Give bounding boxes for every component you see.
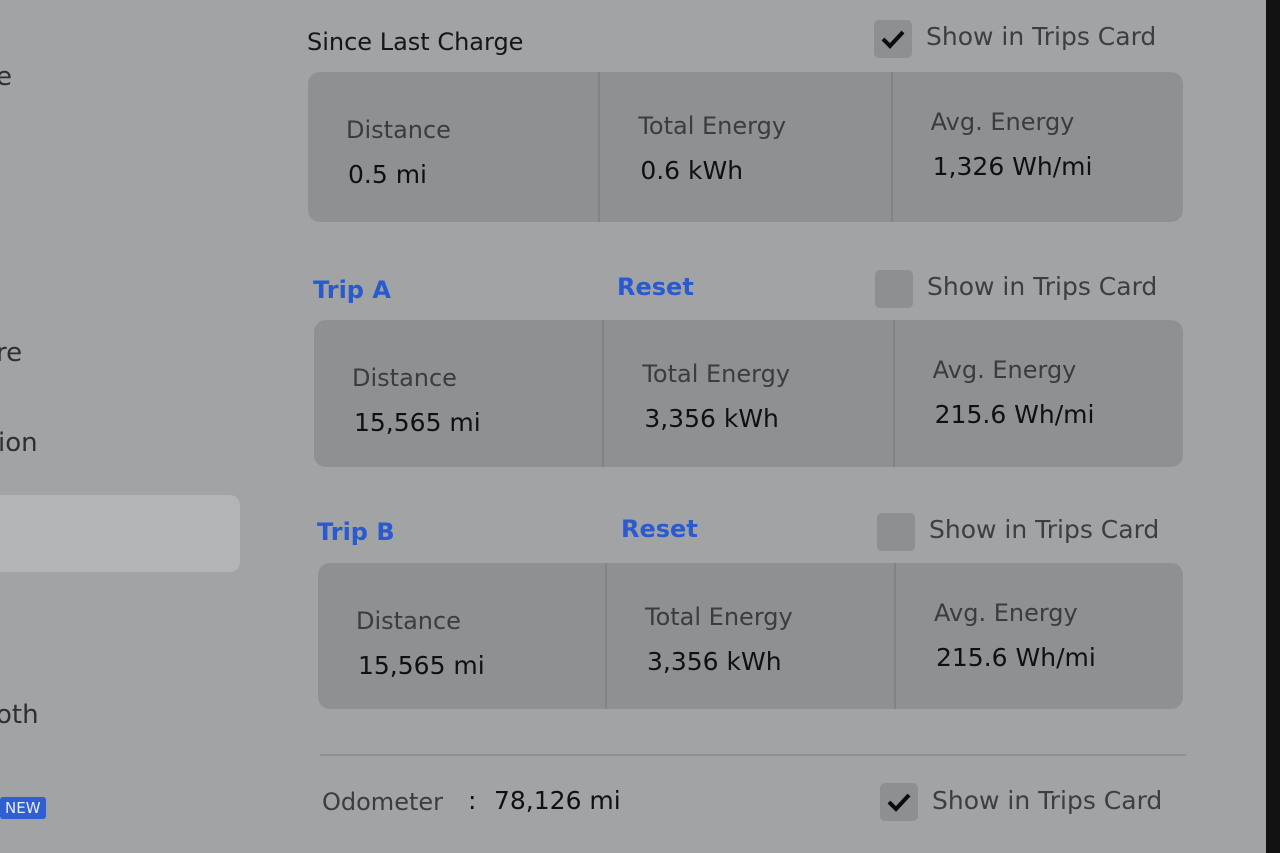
reset-button[interactable]: Reset <box>617 273 694 301</box>
stat-value: 1,326 Wh/mi <box>932 152 1093 181</box>
menu-item[interactable]: oth <box>0 700 39 730</box>
odometer-value: 78,126 mi <box>494 786 621 815</box>
stat-cell: Avg. Energy 1,326 Wh/mi <box>890 72 1183 222</box>
stat-value: 15,565 mi <box>358 651 485 680</box>
stat-cell: Total Energy 3,356 kWh <box>605 563 894 709</box>
menu-item[interactable]: ion <box>0 428 38 458</box>
stat-value: 3,356 kWh <box>647 647 782 676</box>
section-title: Since Last Charge <box>307 28 524 56</box>
stat-label: Avg. Energy <box>934 599 1078 627</box>
section-title: Trip A <box>313 276 391 304</box>
stat-cell: Avg. Energy 215.6 Wh/mi <box>894 563 1183 709</box>
checkbox[interactable] <box>874 20 912 58</box>
checkbox-label[interactable]: Show in Trips Card <box>927 272 1158 301</box>
stat-value: 0.5 mi <box>348 160 428 189</box>
stat-value: 15,565 mi <box>354 408 481 437</box>
checkbox[interactable] <box>877 513 915 551</box>
stat-label: Avg. Energy <box>932 356 1077 384</box>
checkbox-label[interactable]: Show in Trips Card <box>932 786 1163 815</box>
stat-label: Avg. Energy <box>930 108 1075 136</box>
stat-value: 3,356 kWh <box>644 404 779 433</box>
stat-cell: Total Energy 0.6 kWh <box>598 72 890 222</box>
odometer-separator: : <box>468 786 477 815</box>
checkbox-label[interactable]: Show in Trips Card <box>926 22 1157 51</box>
stats-card: Distance 15,565 mi Total Energy 3,356 kWh Av… <box>318 563 1183 709</box>
stat-label: Distance <box>352 364 457 392</box>
check-mark <box>887 793 911 812</box>
section-title: Trip B <box>317 518 395 546</box>
stats-card: Distance 15,565 mi Total Energy 3,356 kWh Av… <box>314 320 1183 467</box>
odometer-label: Odometer <box>322 788 443 816</box>
stat-value: 215.6 Wh/mi <box>936 643 1096 672</box>
checkbox[interactable] <box>880 783 918 821</box>
stat-cell: Distance 0.5 mi <box>308 72 598 222</box>
new-badge: NEW <box>0 797 46 819</box>
stat-cell: Distance 15,565 mi <box>318 563 605 709</box>
stat-cell: Avg. Energy 215.6 Wh/mi <box>892 320 1183 467</box>
stat-value: 215.6 Wh/mi <box>934 400 1095 429</box>
reset-button[interactable]: Reset <box>621 515 698 543</box>
stat-label: Total Energy <box>642 360 791 388</box>
stat-label: Distance <box>356 607 461 635</box>
menu-item[interactable]: e <box>0 62 12 92</box>
divider <box>320 754 1186 756</box>
stat-cell: Total Energy 3,356 kWh <box>602 320 892 467</box>
checkbox-label[interactable]: Show in Trips Card <box>929 515 1160 544</box>
stat-cell: Distance 15,565 mi <box>314 320 602 467</box>
stat-label: Distance <box>346 116 451 144</box>
selected-menu-item[interactable] <box>0 495 240 572</box>
stats-card: Distance 0.5 mi Total Energy 0.6 kWh Avg. En… <box>308 72 1183 222</box>
stat-label: Total Energy <box>638 112 787 140</box>
menu-item[interactable]: re <box>0 338 23 368</box>
stat-value: 0.6 kWh <box>640 156 744 185</box>
checkbox[interactable] <box>875 270 913 308</box>
check-mark <box>881 30 905 49</box>
stat-label: Total Energy <box>645 603 793 631</box>
screen-edge <box>1266 0 1280 853</box>
